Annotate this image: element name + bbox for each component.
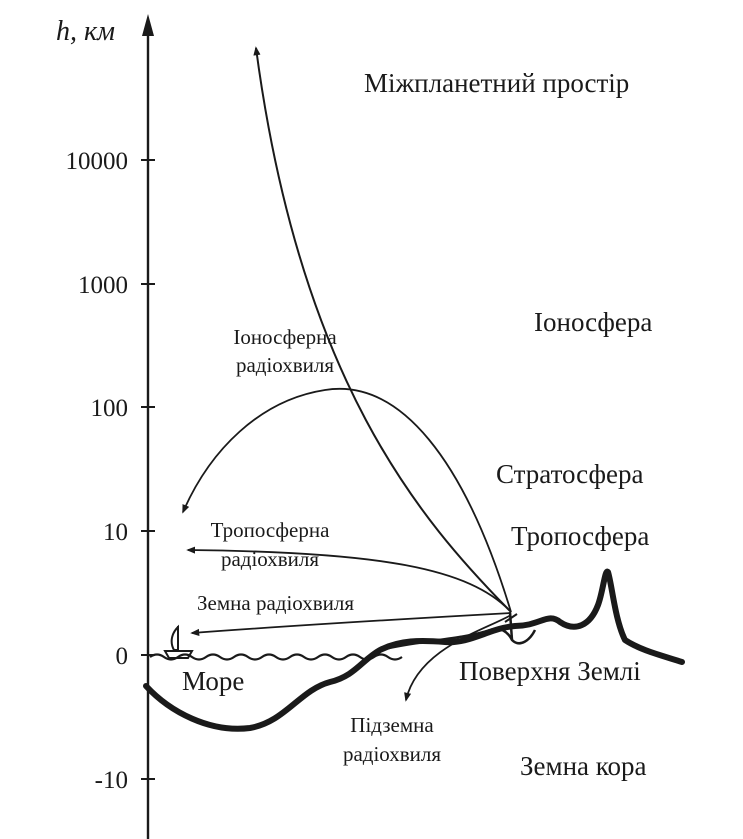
- label-sea: Море: [182, 666, 244, 696]
- earth-crust-boundary: [143, 568, 685, 732]
- label-interplanetary-space: Міжпланетний простір: [364, 68, 629, 98]
- label-ionosphere: Іоносфера: [534, 307, 652, 337]
- tropospheric-wave-path: [186, 546, 512, 613]
- label-ground-wave: Земна радіохвиля: [197, 591, 354, 615]
- label-tropospheric-wave-line1: Тропосферна: [211, 518, 331, 542]
- ground-wave-path: [190, 612, 512, 637]
- underground-wave-path: [404, 614, 512, 702]
- label-troposphere: Тропосфера: [511, 521, 649, 551]
- label-earth-crust: Земна кора: [520, 751, 647, 781]
- label-earth-surface: Поверхня Землі: [459, 656, 641, 686]
- tick-label-10: 10: [103, 519, 128, 546]
- tick-label-0: 0: [116, 643, 129, 670]
- label-ionospheric-wave-line1: Іоносферна: [233, 325, 337, 349]
- ship-icon: [163, 624, 194, 659]
- axis-arrow-icon: [142, 14, 154, 36]
- vertical-axis: h, км: [56, 14, 154, 839]
- tick-label-10000: 10000: [66, 148, 129, 175]
- radio-wave-paths: [182, 46, 512, 702]
- label-tropospheric-wave-line2: радіохвиля: [221, 547, 319, 571]
- label-underground-wave-line1: Підземна: [350, 713, 434, 737]
- space-wave-path: [253, 46, 512, 613]
- label-stratosphere: Стратосфера: [496, 459, 643, 489]
- terrain-hill: [379, 627, 537, 652]
- layer-labels: Міжпланетний простір Іоносфера Стратосфе…: [182, 68, 652, 781]
- sea-waves: [149, 653, 403, 661]
- axis-ticks: 10000 1000 100 10 0 -10: [66, 148, 155, 794]
- label-ionospheric-wave-line2: радіохвиля: [236, 353, 334, 377]
- tick-label-minus-10: -10: [95, 767, 128, 794]
- tick-label-1000: 1000: [78, 272, 128, 299]
- antenna-icon: [504, 611, 518, 641]
- label-underground-wave-line2: радіохвиля: [343, 742, 441, 766]
- ionospheric-wave-path: [182, 387, 512, 613]
- tick-label-100: 100: [91, 395, 129, 422]
- axis-title: h, км: [56, 16, 115, 47]
- wave-labels: Іоносферна радіохвиля Тропосферна радіох…: [197, 325, 441, 766]
